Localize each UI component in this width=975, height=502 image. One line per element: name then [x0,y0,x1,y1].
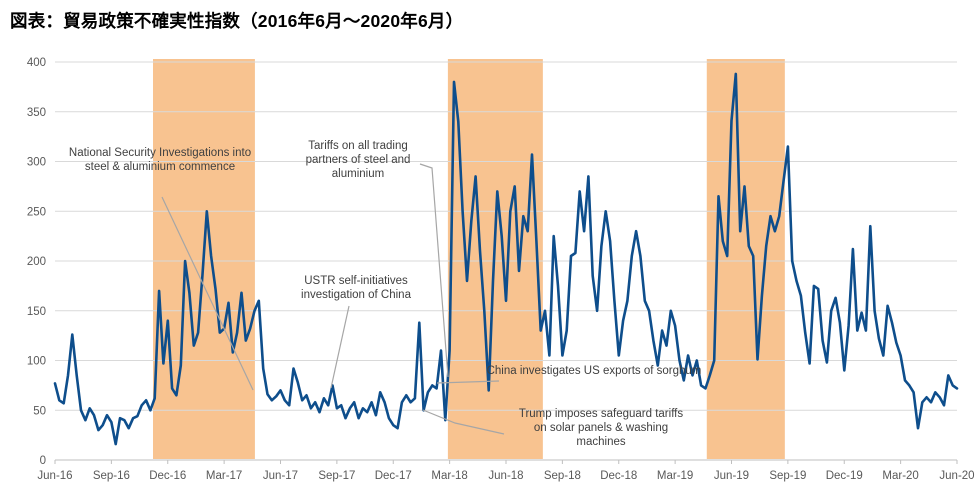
chart-title: 図表：貿易政策不確実性指数（2016年6月～2020年6月） [10,11,464,31]
x-tick-label: Mar-18 [431,470,467,482]
x-tick-label: Sep-19 [769,470,806,482]
x-tick-label: Dec-18 [600,470,637,482]
highlight-band [447,59,543,459]
x-tick-label: Jun-20 [939,470,974,482]
y-tick-label: 400 [27,57,46,69]
data-line-tpu-index [53,72,959,446]
x-tick-label: Sep-17 [318,470,355,482]
x-tick-label: Dec-17 [375,470,412,482]
chart-annotation: National Security Investigations into st… [68,147,252,174]
y-tick-label: 0 [40,455,46,467]
y-tick-label: 100 [27,356,46,368]
x-tick-label: Sep-16 [93,470,130,482]
annotation-connector [330,305,350,389]
y-tick-label: 300 [27,157,46,169]
annotation-connector [161,196,254,391]
x-tick-label: Mar-20 [882,470,918,482]
highlight-band [706,59,785,459]
annotation-connector [422,409,505,435]
x-tick-label: Dec-16 [149,470,186,482]
y-tick-label: 150 [27,306,46,318]
x-tick-label: Sep-18 [544,470,581,482]
chart-annotation: USTR self-initiatives investigation of C… [301,275,411,302]
y-tick-label: 250 [27,206,46,218]
y-tick-label: 350 [27,107,46,119]
chart-annotation: Trump imposes safeguard tariffs on solar… [518,408,684,449]
x-tick-label: Dec-19 [826,470,863,482]
chart-annotation: Tariffs on all trading partners of steel… [305,140,411,181]
x-tick-label: Mar-19 [657,470,693,482]
x-tick-label: Jun-19 [714,470,749,482]
x-tick-label: Jun-16 [37,470,72,482]
x-tick-label: Jun-17 [263,470,298,482]
y-tick-label: 200 [27,256,46,268]
y-tick-label: 50 [33,405,46,417]
chart-annotation: China investigates US exports of sorghum [486,365,702,377]
x-tick-label: Mar-17 [206,470,242,482]
annotation-connector [419,163,449,378]
x-tick-label: Jun-18 [488,470,523,482]
annotation-connector [436,380,500,384]
